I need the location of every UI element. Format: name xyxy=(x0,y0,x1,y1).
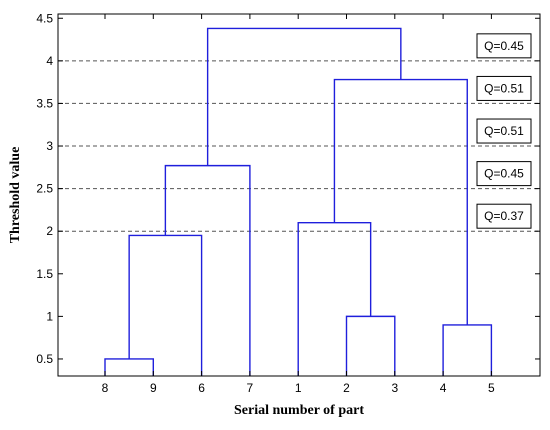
x-axis: 8 9 6 7 1 2 3 4 5 xyxy=(102,14,495,395)
dendrogram-link xyxy=(128,234,203,376)
y-tick-label: 4 xyxy=(46,54,53,68)
y-tick-label: 1 xyxy=(46,309,53,323)
y-tick-label: 2 xyxy=(46,224,53,238)
dendrogram-link xyxy=(206,27,402,166)
x-tick-label: 1 xyxy=(295,381,302,395)
x-tick-label: 2 xyxy=(343,381,350,395)
x-tick-label: 8 xyxy=(102,381,109,395)
dendrogram-link xyxy=(333,78,468,325)
plot-frame xyxy=(57,13,541,377)
x-tick-label: 5 xyxy=(488,381,495,395)
y-tick-label: 4.5 xyxy=(36,11,53,25)
dendrogram-link xyxy=(164,164,251,376)
x-axis-label: Serial number of part xyxy=(234,403,364,418)
q-label-box xyxy=(476,118,532,144)
y-tick-label: 3 xyxy=(46,139,53,153)
q-label-box xyxy=(476,75,532,101)
dendrogram-link xyxy=(297,221,372,376)
q-label: Q=0.45 xyxy=(484,39,524,53)
q-label: Q=0.37 xyxy=(484,209,524,223)
x-tick-label: 7 xyxy=(247,381,254,395)
q-label: Q=0.51 xyxy=(484,81,524,95)
y-tick-label: 1.5 xyxy=(36,267,53,281)
threshold-lines xyxy=(58,60,540,232)
y-axis: 0.5 1 1.5 2 2.5 3 3.5 4 4.5 xyxy=(36,11,540,366)
q-label-box xyxy=(476,203,532,229)
y-tick-label: 0.5 xyxy=(36,352,53,366)
q-labels: Q=0.45 Q=0.51 Q=0.51 Q=0.45 Q=0.37 xyxy=(476,33,532,229)
q-label: Q=0.51 xyxy=(484,124,524,138)
dendrogram-link xyxy=(442,324,493,376)
y-tick-label: 3.5 xyxy=(36,96,53,110)
dendrogram-tree xyxy=(104,27,493,376)
y-tick-label: 2.5 xyxy=(36,182,53,196)
x-tick-label: 3 xyxy=(391,381,398,395)
q-label-box xyxy=(476,161,532,187)
dendrogram-link xyxy=(345,315,396,376)
y-axis-label: Threshold value xyxy=(8,147,23,244)
dendrogram-link xyxy=(104,358,154,376)
q-label-box xyxy=(476,33,532,59)
x-tick-label: 9 xyxy=(150,381,157,395)
x-tick-label: 4 xyxy=(440,381,447,395)
q-label: Q=0.45 xyxy=(484,167,524,181)
x-tick-label: 6 xyxy=(198,381,205,395)
